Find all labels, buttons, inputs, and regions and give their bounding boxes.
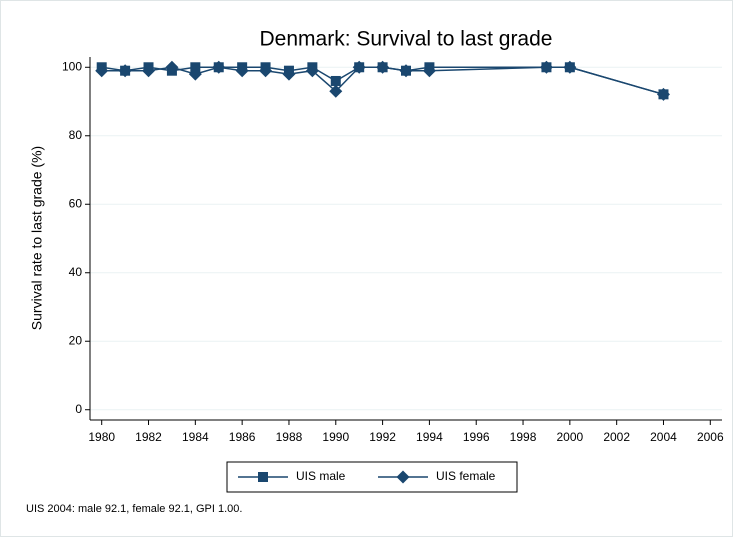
marker: [190, 62, 201, 73]
marker: [142, 64, 156, 78]
marker: [396, 470, 410, 484]
marker: [330, 75, 341, 86]
marker: [305, 64, 319, 78]
marker: [212, 60, 226, 74]
x-tick-label: 1984: [182, 430, 209, 444]
x-tick-label: 2004: [650, 430, 677, 444]
marker: [656, 87, 670, 101]
legend: UIS male UIS female: [226, 461, 518, 493]
x-tick-label: 1990: [322, 430, 349, 444]
legend-label: UIS female: [436, 469, 496, 483]
y-tick-label: 60: [69, 196, 83, 210]
marker: [422, 64, 436, 78]
marker: [329, 84, 343, 98]
x-tick-label: 1980: [88, 430, 115, 444]
marker: [188, 67, 202, 81]
marker: [563, 60, 577, 74]
x-tick-label: 1982: [135, 430, 162, 444]
y-tick-label: 40: [69, 265, 83, 279]
marker: [399, 64, 413, 78]
marker: [259, 64, 273, 78]
marker: [258, 472, 268, 482]
x-tick-label: 2000: [557, 430, 584, 444]
chart-title: Denmark: Survival to last grade: [260, 28, 553, 51]
y-tick-label: 80: [69, 128, 83, 142]
x-tick-label: 1986: [229, 430, 256, 444]
marker: [235, 64, 249, 78]
note: UIS 2004: male 92.1, female 92.1, GPI 1.…: [26, 503, 242, 515]
y-tick-label: 20: [69, 333, 83, 347]
legend-label: UIS male: [296, 469, 346, 483]
y-tick-label: 100: [62, 59, 82, 73]
marker: [282, 67, 296, 81]
marker: [95, 64, 109, 78]
x-tick-label: 2002: [603, 430, 630, 444]
marker: [539, 60, 553, 74]
x-tick-label: 1996: [463, 430, 490, 444]
y-axis-title: Survival rate to last grade (%): [29, 146, 45, 330]
plot-area: [90, 57, 722, 420]
x-tick-label: 1988: [276, 430, 303, 444]
marker: [352, 60, 366, 74]
x-tick-label: 1998: [510, 430, 537, 444]
x-tick-label: 1992: [369, 430, 396, 444]
marker: [165, 60, 179, 74]
marker: [118, 64, 132, 78]
x-tick-label: 1994: [416, 430, 443, 444]
y-tick-label: 0: [75, 402, 82, 416]
marker: [376, 60, 390, 74]
x-tick-label: 2006: [697, 430, 724, 444]
